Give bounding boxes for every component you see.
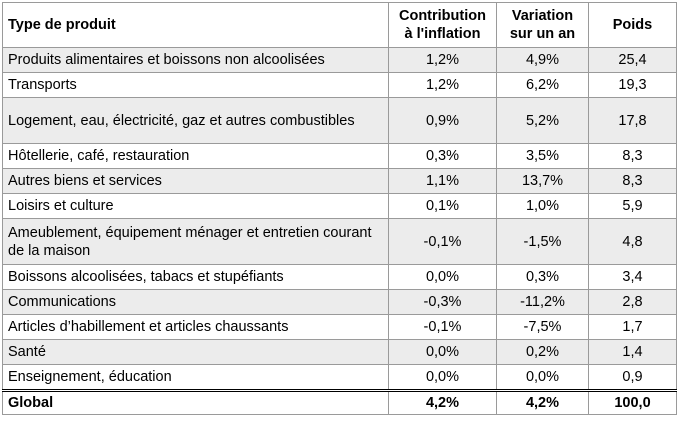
header-poids: Poids (588, 2, 677, 48)
cell-type: Loisirs et culture (2, 193, 389, 219)
table-row: Ameublement, équipement ménager et entre… (2, 218, 677, 265)
cell-poids: 25,4 (588, 47, 677, 73)
table-row: Boissons alcoolisées, tabacs et stupéfia… (2, 264, 677, 290)
total-type: Global (2, 389, 389, 415)
cell-contribution: 0,0% (388, 339, 497, 365)
cell-poids: 8,3 (588, 143, 677, 169)
cell-variation: 0,0% (496, 364, 589, 391)
cell-type: Produits alimentaires et boissons non al… (2, 47, 389, 73)
cell-poids: 2,8 (588, 289, 677, 315)
cell-contribution: 1,2% (388, 72, 497, 98)
cell-poids: 0,9 (588, 364, 677, 391)
table-header-row: Type de produit Contribution à l'inflati… (2, 2, 677, 48)
table-row: Transports 1,2% 6,2% 19,3 (2, 72, 677, 98)
header-variation: Variation sur un an (496, 2, 589, 48)
cell-variation: -1,5% (496, 218, 589, 265)
cell-variation: 0,3% (496, 264, 589, 290)
cell-type: Autres biens et services (2, 168, 389, 194)
table-row: Hôtellerie, café, restauration 0,3% 3,5%… (2, 143, 677, 169)
table-row: Autres biens et services 1,1% 13,7% 8,3 (2, 168, 677, 194)
cell-contribution: 1,1% (388, 168, 497, 194)
table-row: Loisirs et culture 0,1% 1,0% 5,9 (2, 193, 677, 219)
cell-variation: -11,2% (496, 289, 589, 315)
cell-poids: 8,3 (588, 168, 677, 194)
cell-contribution: -0,3% (388, 289, 497, 315)
cell-type: Santé (2, 339, 389, 365)
cell-poids: 1,4 (588, 339, 677, 365)
cell-contribution: 0,0% (388, 364, 497, 391)
cell-type: Communications (2, 289, 389, 315)
cell-type: Hôtellerie, café, restauration (2, 143, 389, 169)
table-row: Logement, eau, électricité, gaz et autre… (2, 97, 677, 144)
cell-type: Ameublement, équipement ménager et entre… (2, 218, 389, 265)
cell-variation: 1,0% (496, 193, 589, 219)
cell-variation: 13,7% (496, 168, 589, 194)
cell-poids: 1,7 (588, 314, 677, 340)
cell-poids: 5,9 (588, 193, 677, 219)
inflation-table: Type de produit Contribution à l'inflati… (2, 2, 677, 415)
header-contribution: Contribution à l'inflation (388, 2, 497, 48)
cell-type: Transports (2, 72, 389, 98)
total-variation: 4,2% (496, 389, 589, 415)
table-row: Santé 0,0% 0,2% 1,4 (2, 339, 677, 365)
cell-poids: 19,3 (588, 72, 677, 98)
cell-contribution: 0,9% (388, 97, 497, 144)
cell-contribution: 0,1% (388, 193, 497, 219)
cell-contribution: 1,2% (388, 47, 497, 73)
cell-variation: 4,9% (496, 47, 589, 73)
cell-variation: 5,2% (496, 97, 589, 144)
cell-type: Logement, eau, électricité, gaz et autre… (2, 97, 389, 144)
cell-poids: 17,8 (588, 97, 677, 144)
cell-contribution: -0,1% (388, 218, 497, 265)
cell-variation: 6,2% (496, 72, 589, 98)
cell-variation: 3,5% (496, 143, 589, 169)
cell-contribution: 0,0% (388, 264, 497, 290)
cell-poids: 3,4 (588, 264, 677, 290)
cell-poids: 4,8 (588, 218, 677, 265)
total-contribution: 4,2% (388, 389, 497, 415)
table-row: Communications -0,3% -11,2% 2,8 (2, 289, 677, 315)
table-row: Produits alimentaires et boissons non al… (2, 47, 677, 73)
table-total-row: Global 4,2% 4,2% 100,0 (2, 389, 677, 415)
cell-variation: -7,5% (496, 314, 589, 340)
cell-contribution: 0,3% (388, 143, 497, 169)
cell-type: Enseignement, éducation (2, 364, 389, 391)
table-row: Enseignement, éducation 0,0% 0,0% 0,9 (2, 364, 677, 391)
cell-contribution: -0,1% (388, 314, 497, 340)
cell-type: Boissons alcoolisées, tabacs et stupéfia… (2, 264, 389, 290)
cell-variation: 0,2% (496, 339, 589, 365)
header-type: Type de produit (2, 2, 389, 48)
total-poids: 100,0 (588, 389, 677, 415)
table-row: Articles d’habillement et articles chaus… (2, 314, 677, 340)
cell-type: Articles d’habillement et articles chaus… (2, 314, 389, 340)
